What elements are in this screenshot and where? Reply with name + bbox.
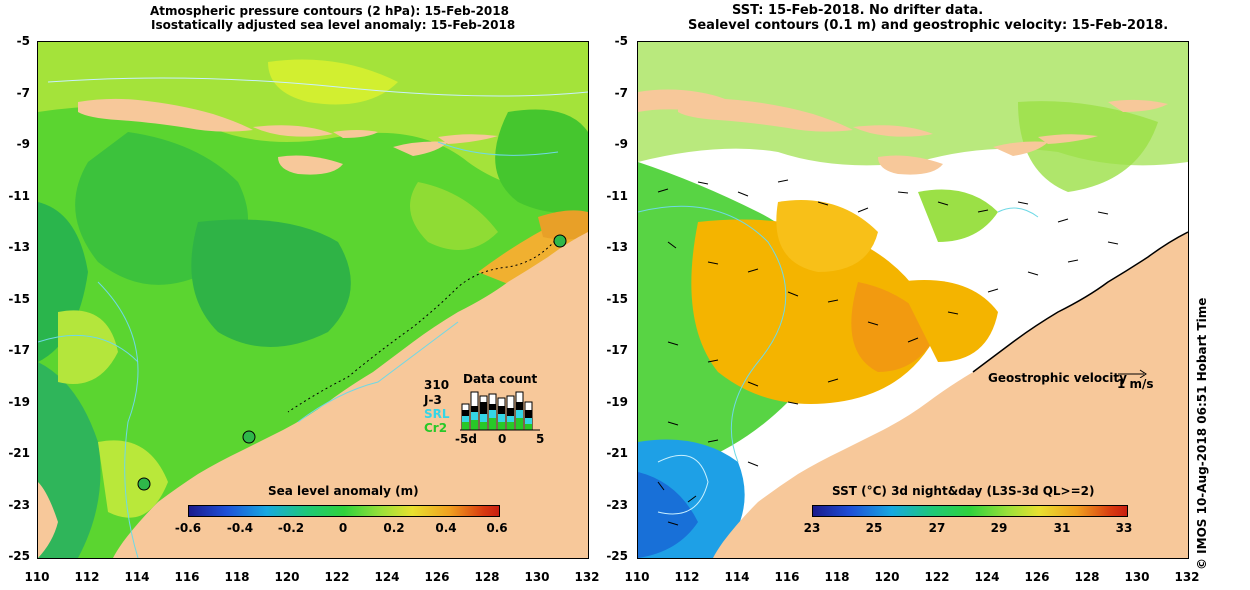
sst-colorbar-tick: 27 <box>928 521 946 535</box>
sla-colorbar-title: Sea level anomaly (m) <box>268 484 419 498</box>
data-count-histogram <box>460 391 540 431</box>
left-y-tick: -13 <box>8 240 30 254</box>
right-x-tick: 118 <box>824 570 850 584</box>
sst-colorbar-tick: 23 <box>803 521 821 535</box>
sst-colorbar-tick: 31 <box>1053 521 1071 535</box>
tide-gauge-marker[interactable] <box>137 477 151 491</box>
left-x-tick: 114 <box>124 570 150 584</box>
sla-colorbar <box>188 505 500 517</box>
sla-colorbar-tick: 0.2 <box>383 521 405 535</box>
left-x-tick: 124 <box>374 570 400 584</box>
sla-colorbar-tick: 0.4 <box>435 521 457 535</box>
right-y-tick: -11 <box>606 189 628 203</box>
sst-colorbar-tick: 29 <box>990 521 1008 535</box>
right-x-tick: 132 <box>1174 570 1200 584</box>
left-y-tick: -15 <box>8 292 30 306</box>
right-y-tick: -23 <box>606 498 628 512</box>
left-x-tick: 112 <box>74 570 100 584</box>
right-y-tick: -5 <box>614 34 628 48</box>
right-x-tick: 130 <box>1124 570 1150 584</box>
left-title-line1: Atmospheric pressure contours (2 hPa): 1… <box>150 4 509 18</box>
left-y-tick: -7 <box>16 86 30 100</box>
right-title-line2: Sealevel contours (0.1 m) and geostrophi… <box>688 18 1169 33</box>
left-y-tick: -19 <box>8 395 30 409</box>
right-y-tick: -21 <box>606 446 628 460</box>
right-y-tick: -19 <box>606 395 628 409</box>
velocity-scale-arrow <box>1118 369 1147 378</box>
right-x-tick: 110 <box>624 570 650 584</box>
sea-level-anomaly-map[interactable] <box>37 41 589 559</box>
right-x-tick: 126 <box>1024 570 1050 584</box>
imos-credit: © IMOS 10-Aug-2018 06:51 Hobart Time <box>1195 297 1209 570</box>
right-x-tick: 112 <box>674 570 700 584</box>
right-y-tick: -17 <box>606 343 628 357</box>
sla-colorbar-tick: 0 <box>338 521 348 535</box>
right-y-tick: -25 <box>606 549 628 563</box>
velocity-arrows <box>657 179 1119 526</box>
left-y-tick: -25 <box>8 549 30 563</box>
sla-colorbar-tick: 0.6 <box>486 521 508 535</box>
left-x-tick: 128 <box>474 570 500 584</box>
data-count-title: Data count <box>463 372 538 386</box>
right-x-tick: 122 <box>924 570 950 584</box>
sla-colorbar-tick: -0.4 <box>226 521 254 535</box>
left-x-tick: 116 <box>174 570 200 584</box>
right-x-tick: 116 <box>774 570 800 584</box>
left-x-tick: 126 <box>424 570 450 584</box>
right-x-tick: 114 <box>724 570 750 584</box>
sst-colorbar-title: SST (°C) 3d night&day (L3S-3d QL>=2) <box>832 484 1095 498</box>
sst-colorbar-tick: 25 <box>865 521 883 535</box>
sla-colorbar-tick: -0.6 <box>174 521 202 535</box>
satellite-label-310: 310 <box>424 378 450 392</box>
left-y-tick: -11 <box>8 189 30 203</box>
left-title-line2: Isostatically adjusted sea level anomaly… <box>151 18 516 32</box>
data-count-axis-zero: 0 <box>498 432 507 446</box>
data-count-axis-end: 5 <box>536 432 545 446</box>
velocity-scale-label: 1 m/s <box>1117 377 1154 391</box>
satellite-label-j3: J-3 <box>424 393 442 407</box>
left-y-tick: -9 <box>16 137 30 151</box>
sla-colorbar-tick: -0.2 <box>277 521 305 535</box>
sst-colorbar <box>812 505 1128 517</box>
right-x-tick: 128 <box>1074 570 1100 584</box>
left-y-tick: -5 <box>16 34 30 48</box>
tide-gauge-marker[interactable] <box>242 430 256 444</box>
sst-velocity-map[interactable] <box>637 41 1189 559</box>
satellite-label-cr2: Cr2 <box>424 421 448 435</box>
left-x-tick: 132 <box>574 570 600 584</box>
right-title-line1: SST: 15-Feb-2018. No drifter data. <box>732 3 984 18</box>
left-y-tick: -21 <box>8 446 30 460</box>
histogram-bars <box>461 391 533 431</box>
sst-colorbar-tick: 33 <box>1115 521 1133 535</box>
right-x-tick: 120 <box>874 570 900 584</box>
left-x-tick: 118 <box>224 570 250 584</box>
right-y-tick: -7 <box>614 86 628 100</box>
satellite-label-srl: SRL <box>424 407 450 421</box>
right-y-tick: -9 <box>614 137 628 151</box>
left-x-tick: 110 <box>24 570 50 584</box>
right-x-tick: 124 <box>974 570 1000 584</box>
left-x-tick: 120 <box>274 570 300 584</box>
right-y-tick: -15 <box>606 292 628 306</box>
left-y-tick: -23 <box>8 498 30 512</box>
left-x-tick: 122 <box>324 570 350 584</box>
left-x-tick: 130 <box>524 570 550 584</box>
left-y-tick: -17 <box>8 343 30 357</box>
velocity-legend-label: Geostrophic velocity <box>988 371 1127 385</box>
tide-gauge-marker[interactable] <box>553 234 567 248</box>
right-y-tick: -13 <box>606 240 628 254</box>
data-count-axis-start: -5d <box>455 432 477 446</box>
